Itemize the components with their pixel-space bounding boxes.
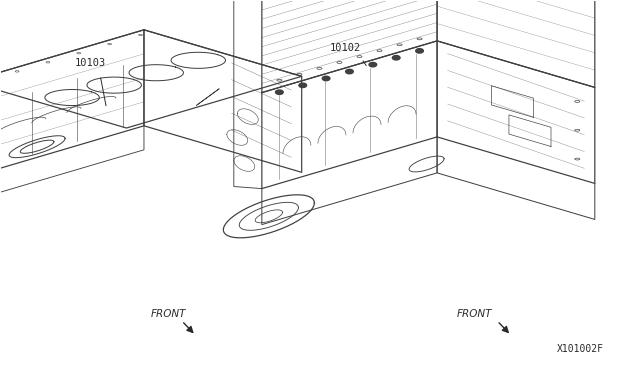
Circle shape (276, 90, 284, 94)
Circle shape (392, 55, 400, 60)
Text: FRONT: FRONT (457, 309, 493, 319)
Text: 10102: 10102 (330, 43, 361, 53)
Text: 10103: 10103 (75, 58, 106, 68)
Text: X101002F: X101002F (557, 344, 604, 354)
Circle shape (346, 69, 353, 74)
Circle shape (323, 76, 330, 81)
Circle shape (416, 49, 424, 53)
Circle shape (299, 83, 307, 87)
Circle shape (369, 62, 377, 67)
Text: FRONT: FRONT (151, 309, 187, 319)
